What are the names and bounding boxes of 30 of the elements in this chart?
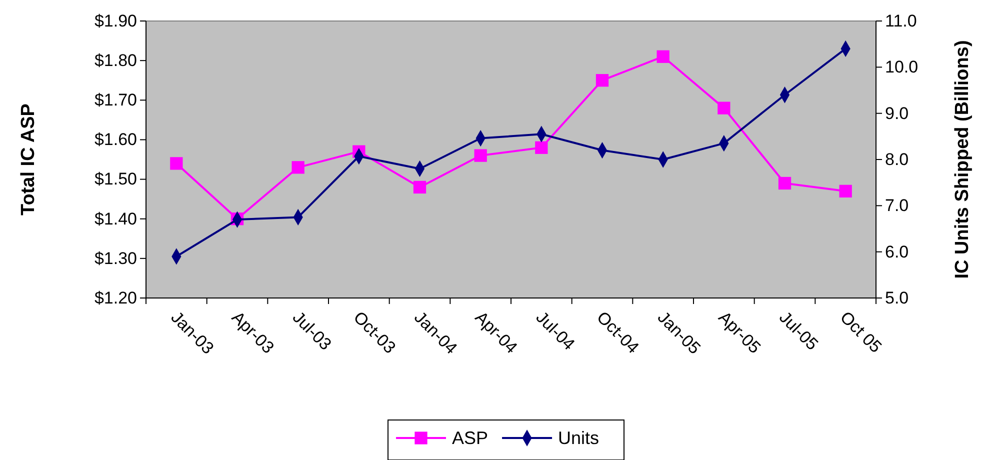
- point: [292, 161, 304, 174]
- y2-tick-label: 7.0: [885, 196, 909, 216]
- y2-tick-label: 10.0: [885, 58, 918, 77]
- y2-tick-label: 6.0: [885, 242, 909, 262]
- y2-tick-label: 5.0: [885, 288, 909, 308]
- y2-tick-label: 9.0: [885, 104, 909, 123]
- point: [718, 102, 730, 114]
- y-tick-label: $1.60: [94, 130, 137, 150]
- y-tick-label: $1.50: [94, 170, 137, 189]
- point: [596, 74, 609, 87]
- y-tick-label: $1.20: [94, 288, 137, 308]
- point: [839, 184, 852, 198]
- y2-axis-title: IC Units Shipped (Billions): [952, 40, 973, 279]
- y-tick-label: $1.70: [94, 90, 137, 110]
- y2-tick-label: 11.0: [885, 11, 917, 30]
- legend-label: ASP: [452, 428, 488, 448]
- y-axis-title: Total IC ASP: [18, 103, 39, 216]
- point: [170, 157, 183, 170]
- y-tick-label: $1.40: [94, 209, 137, 228]
- x-tick-label: Oct 05: [836, 308, 886, 357]
- point: [778, 176, 792, 190]
- y-tick-label: $1.90: [94, 11, 137, 30]
- y2-tick-label: 8.0: [885, 150, 909, 169]
- point: [535, 141, 548, 154]
- point: [656, 50, 670, 63]
- y-tick-label: $1.30: [94, 248, 137, 268]
- legend-label: Units: [558, 428, 600, 448]
- point: [413, 180, 426, 194]
- y-tick-label: $1.80: [94, 51, 137, 70]
- point: [474, 149, 487, 162]
